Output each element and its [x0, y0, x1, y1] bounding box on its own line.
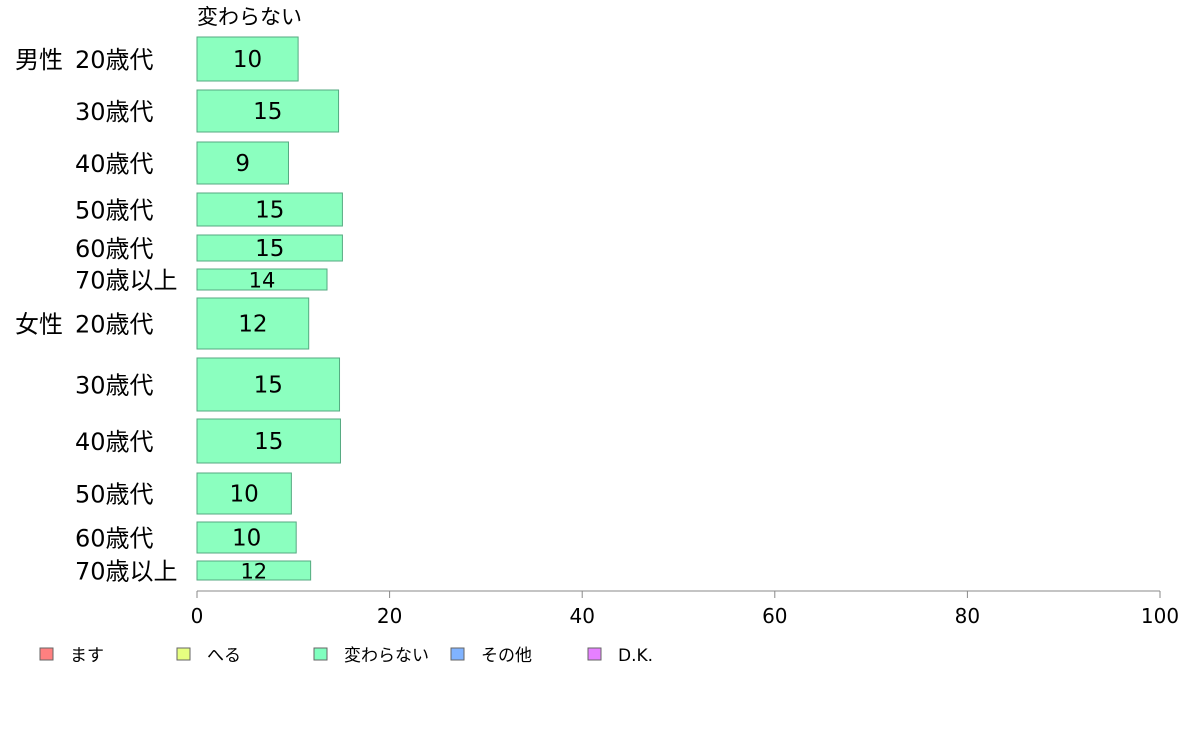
legend-label: D.K. [618, 646, 653, 666]
group-label: 男性 [15, 46, 63, 74]
bar [196, 357, 341, 412]
bar [196, 192, 343, 227]
x-axis: 0 20 40 60 80 100 [191, 590, 1179, 628]
data-label: 14 [249, 269, 276, 293]
tick-label: 100 [1141, 604, 1179, 628]
category-label: 20歳代 [75, 46, 154, 74]
tick-label: 80 [955, 604, 980, 628]
data-label: 10 [230, 482, 259, 508]
bar [196, 36, 299, 82]
bar [196, 297, 310, 350]
bar [196, 89, 340, 133]
legend-label: 変わらない [344, 646, 429, 666]
category-label: 30歳代 [75, 372, 154, 400]
bar [196, 472, 292, 515]
category-label: 30歳代 [75, 98, 154, 126]
tick-label: 40 [569, 604, 594, 628]
tick-label: 20 [377, 604, 402, 628]
data-label: 12 [238, 312, 267, 338]
bar [196, 418, 341, 464]
bar [196, 141, 289, 185]
legend-swatch [313, 647, 328, 661]
legend-label: ます [70, 646, 104, 666]
data-label: 15 [253, 99, 282, 125]
category-label: 40歳代 [75, 150, 154, 178]
legend-label: へる [207, 646, 241, 666]
category-label: 50歳代 [75, 197, 154, 225]
data-label: 15 [254, 373, 283, 399]
category-label: 50歳代 [75, 481, 154, 509]
data-label: 10 [232, 526, 261, 552]
legend-swatch [450, 647, 465, 661]
data-label: 15 [255, 198, 284, 224]
bar [196, 560, 312, 581]
data-label: 10 [233, 47, 262, 73]
category-label: 60歳代 [75, 235, 154, 263]
group-label: 女性 [15, 311, 63, 339]
bar [196, 521, 297, 554]
data-label: 9 [235, 151, 250, 177]
bar [196, 234, 343, 262]
legend-swatch [176, 647, 191, 661]
category-label: 60歳代 [75, 525, 154, 553]
legend-swatch [39, 647, 54, 661]
data-label: 15 [254, 429, 283, 455]
data-label: 12 [240, 560, 267, 584]
category-labels: 20歳代男性30歳代40歳代50歳代60歳代70歳以上20歳代女性30歳代40歳… [15, 46, 178, 586]
legend: ます へる 変わらない その他 D.K. [39, 646, 653, 666]
data-label: 15 [255, 236, 284, 262]
category-label: 20歳代 [75, 311, 154, 339]
legend-label: その他 [481, 646, 532, 666]
category-label: 40歳代 [75, 428, 154, 456]
column-header: 変わらない [197, 5, 302, 29]
tick-label: 60 [762, 604, 787, 628]
category-label: 70歳以上 [75, 267, 178, 295]
bar [196, 268, 328, 291]
legend-swatch [587, 647, 602, 661]
tick-label: 0 [191, 604, 204, 628]
category-label: 70歳以上 [75, 558, 178, 586]
